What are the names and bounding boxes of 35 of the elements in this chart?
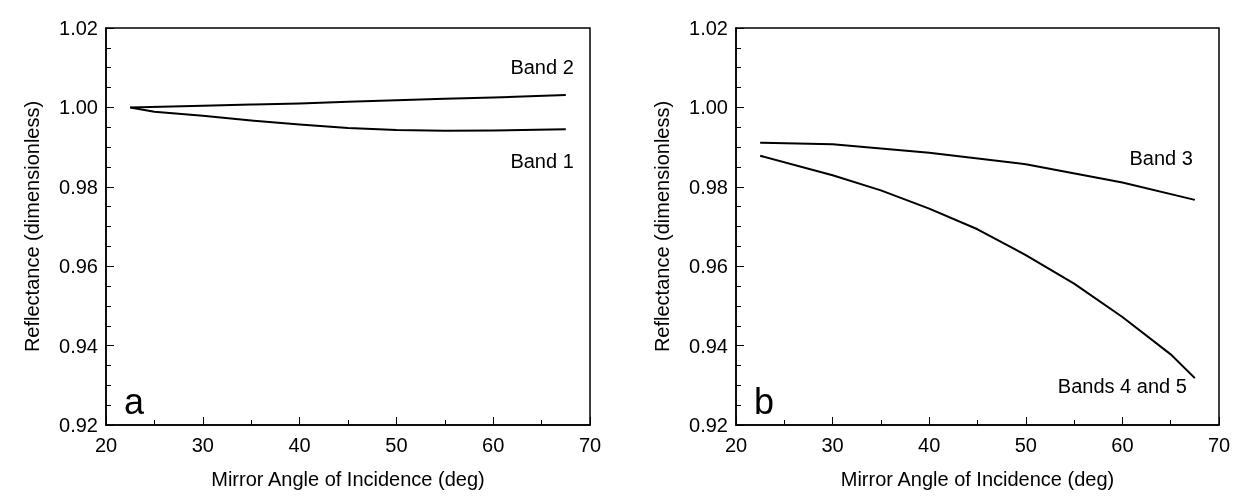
x-tick-label: 30 <box>821 434 844 456</box>
y-tick-label: 0.96 <box>689 255 728 278</box>
series-label: Bands 4 and 5 <box>1057 375 1187 398</box>
x-axis-title: Mirror Angle of Incidence (deg) <box>840 468 1115 490</box>
y-tick-label: 0.92 <box>689 414 728 436</box>
x-axis-title: Mirror Angle of Incidence (deg) <box>211 468 485 490</box>
y-tick-label: 1.02 <box>689 17 728 39</box>
series-label: Band 1 <box>510 150 574 173</box>
y-axis-title: Reflectance (dimensionless) <box>651 100 673 353</box>
y-tick-label: 1.00 <box>689 96 728 119</box>
line-series <box>759 141 1196 201</box>
x-tick-label: 20 <box>724 434 748 456</box>
y-tick-label: 0.98 <box>59 175 98 198</box>
x-tick-label: 50 <box>385 434 408 456</box>
x-tick-label: 60 <box>1111 434 1134 456</box>
x-tick-label: 20 <box>94 434 118 456</box>
y-axis-title: Reflectance (dimensionless) <box>21 100 43 353</box>
x-tick-label: 70 <box>578 434 602 456</box>
y-tick-label: 1.00 <box>59 96 98 119</box>
x-tick-label: 40 <box>288 434 311 456</box>
x-tick-label: 30 <box>191 434 214 456</box>
y-tick-label: 0.98 <box>689 175 728 198</box>
annotation: b <box>754 380 775 422</box>
series-label: Band 3 <box>1129 146 1193 169</box>
x-tick-label: 40 <box>918 434 941 456</box>
series-label: Band 2 <box>510 56 574 79</box>
x-tick-label: 60 <box>482 434 505 456</box>
y-tick-label: 0.96 <box>59 255 98 278</box>
y-tick-label: 0.92 <box>59 414 98 436</box>
x-tick-label: 70 <box>1207 434 1231 456</box>
y-tick-label: 1.02 <box>59 17 98 39</box>
y-tick-label: 0.94 <box>689 334 728 357</box>
x-tick-label: 50 <box>1014 434 1037 456</box>
annotation: a <box>124 380 145 422</box>
y-tick-label: 0.94 <box>59 334 98 357</box>
